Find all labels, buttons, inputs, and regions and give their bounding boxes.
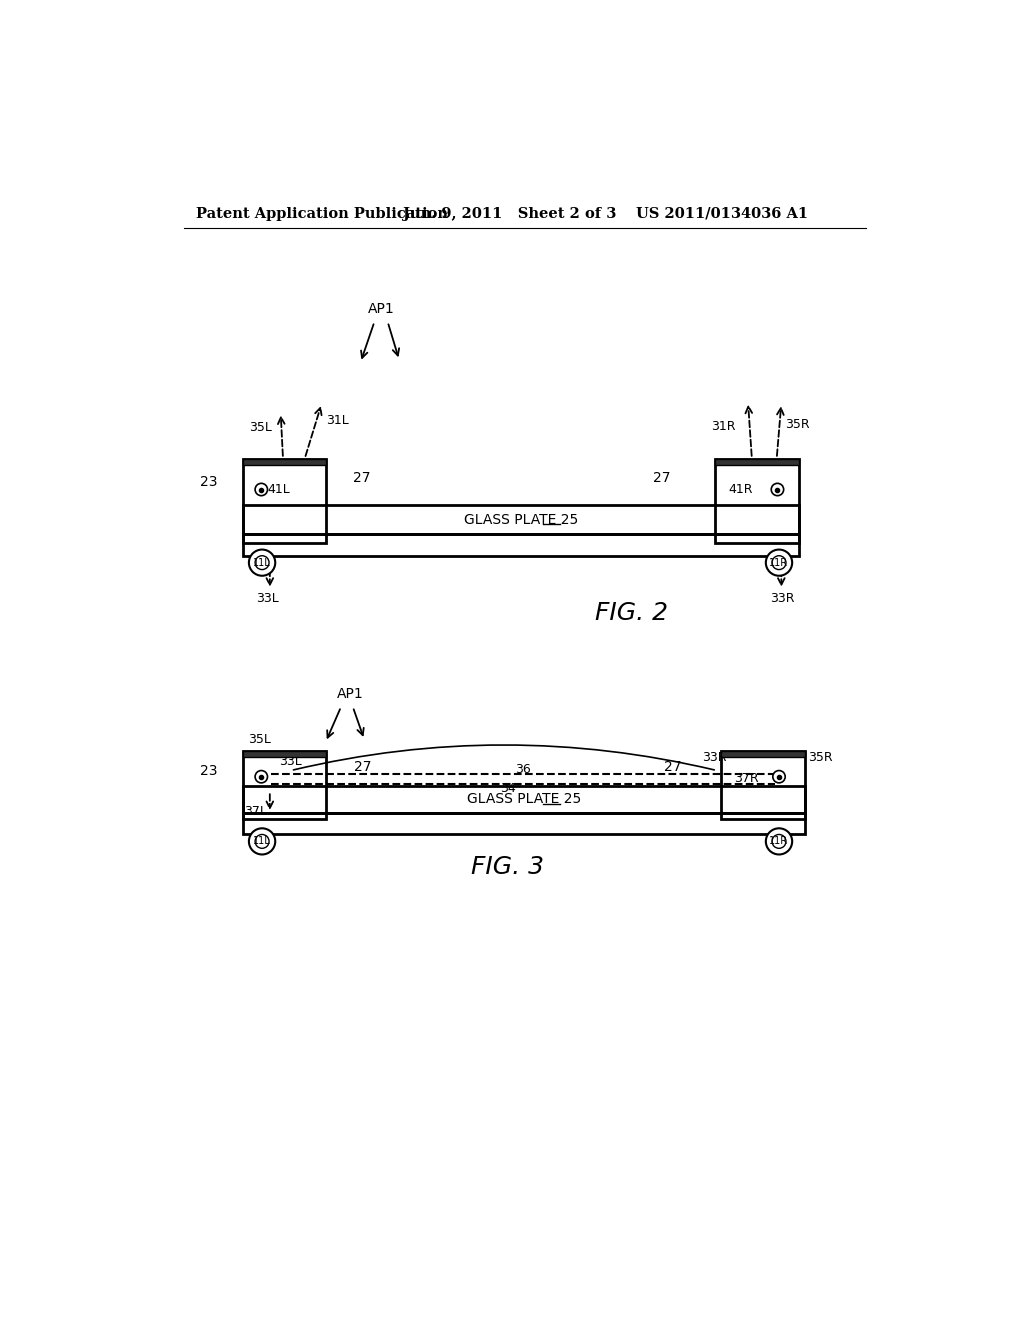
Ellipse shape	[772, 556, 786, 570]
Bar	[243, 751, 327, 818]
Text: 37R: 37R	[734, 772, 759, 785]
Ellipse shape	[255, 771, 267, 783]
Ellipse shape	[249, 829, 275, 854]
Ellipse shape	[255, 556, 269, 570]
Bar	[721, 751, 805, 758]
Text: 35L: 35L	[249, 421, 272, 434]
Bar	[243, 785, 805, 813]
Bar	[243, 506, 799, 535]
Text: AP1: AP1	[337, 686, 364, 701]
Text: 11L: 11L	[253, 557, 271, 568]
Ellipse shape	[766, 549, 793, 576]
Ellipse shape	[255, 483, 267, 495]
Text: 11R: 11R	[769, 837, 788, 846]
Bar	[243, 459, 327, 544]
Bar	[243, 813, 805, 834]
Text: 27: 27	[665, 760, 682, 774]
Text: GLASS PLATE 25: GLASS PLATE 25	[464, 512, 579, 527]
Text: 41R: 41R	[729, 483, 753, 496]
Ellipse shape	[771, 483, 783, 495]
Text: Jun. 9, 2011   Sheet 2 of 3: Jun. 9, 2011 Sheet 2 of 3	[403, 207, 616, 220]
Text: 33R: 33R	[702, 751, 727, 764]
Text: Patent Application Publication: Patent Application Publication	[197, 207, 449, 220]
Text: 31L: 31L	[326, 413, 348, 426]
Ellipse shape	[255, 834, 269, 849]
Text: 23: 23	[200, 475, 217, 488]
Text: 31R: 31R	[711, 420, 735, 433]
Text: AP1: AP1	[369, 301, 395, 315]
Text: 33L: 33L	[280, 755, 302, 768]
Text: GLASS PLATE 25: GLASS PLATE 25	[467, 792, 581, 807]
Bar	[721, 751, 805, 818]
FancyArrowPatch shape	[294, 744, 715, 770]
Text: 11R: 11R	[769, 557, 788, 568]
Ellipse shape	[772, 834, 786, 849]
Text: 37L: 37L	[245, 805, 267, 818]
Bar	[243, 459, 327, 465]
Ellipse shape	[249, 549, 275, 576]
Bar	[243, 535, 799, 556]
Bar	[243, 751, 327, 758]
Text: 41L: 41L	[267, 483, 290, 496]
Text: 27: 27	[354, 760, 372, 774]
Text: 11L: 11L	[253, 837, 271, 846]
Ellipse shape	[766, 829, 793, 854]
Text: 34: 34	[500, 781, 516, 795]
Text: 35L: 35L	[249, 733, 271, 746]
Text: FIG. 2: FIG. 2	[595, 601, 669, 624]
Text: 23: 23	[200, 763, 217, 777]
Text: 27: 27	[352, 471, 371, 484]
Bar	[716, 459, 799, 465]
Ellipse shape	[773, 771, 785, 783]
Text: 33R: 33R	[770, 593, 795, 606]
Text: 27: 27	[653, 471, 671, 484]
Text: 35R: 35R	[785, 417, 810, 430]
Bar	[716, 459, 799, 544]
Text: FIG. 3: FIG. 3	[471, 855, 544, 879]
Text: US 2011/0134036 A1: US 2011/0134036 A1	[636, 207, 808, 220]
Text: 33L: 33L	[256, 593, 279, 606]
Text: 35R: 35R	[809, 751, 834, 764]
Text: 36: 36	[515, 763, 531, 776]
